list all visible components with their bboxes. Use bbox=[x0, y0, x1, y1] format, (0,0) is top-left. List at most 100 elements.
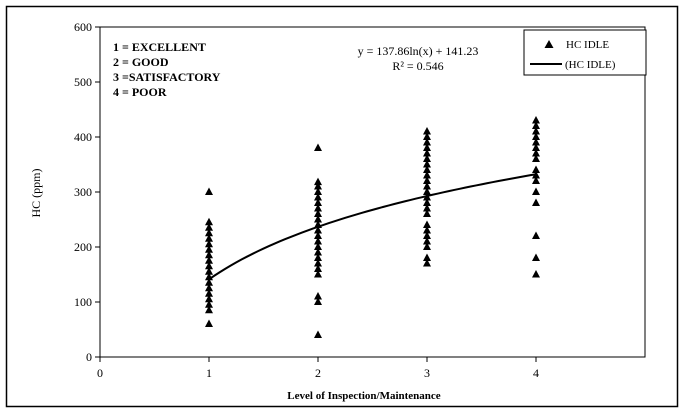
y-tick-label: 200 bbox=[74, 240, 92, 254]
data-point bbox=[532, 198, 540, 206]
data-point bbox=[532, 121, 540, 129]
data-point bbox=[205, 300, 213, 308]
data-point bbox=[423, 138, 431, 146]
data-point bbox=[314, 330, 322, 338]
y-tick-label: 100 bbox=[74, 295, 92, 309]
data-point bbox=[423, 237, 431, 245]
data-point bbox=[532, 187, 540, 195]
x-tick-label: 0 bbox=[97, 366, 103, 380]
data-point bbox=[314, 226, 322, 234]
data-point bbox=[532, 176, 540, 184]
data-point bbox=[205, 278, 213, 286]
data-point bbox=[532, 253, 540, 261]
data-point bbox=[423, 143, 431, 151]
data-point bbox=[423, 182, 431, 190]
data-point bbox=[532, 143, 540, 151]
data-point bbox=[423, 204, 431, 212]
data-point bbox=[314, 270, 322, 278]
data-point bbox=[423, 231, 431, 239]
data-point bbox=[423, 149, 431, 157]
legend-label-trendline: (HC IDLE) bbox=[565, 59, 616, 71]
legend: HC IDLE (HC IDLE) bbox=[523, 29, 647, 76]
trendline-group bbox=[208, 173, 537, 281]
y-tick-label: 0 bbox=[86, 350, 92, 364]
data-point bbox=[314, 253, 322, 261]
data-point bbox=[314, 231, 322, 239]
data-point bbox=[314, 292, 322, 300]
data-point bbox=[314, 215, 322, 223]
data-point bbox=[205, 267, 213, 275]
data-point bbox=[314, 204, 322, 212]
data-point bbox=[314, 237, 322, 245]
data-point bbox=[423, 193, 431, 201]
x-axis-title: Level of Inspection/Maintenance bbox=[287, 390, 440, 402]
data-point bbox=[423, 226, 431, 234]
data-point bbox=[532, 270, 540, 278]
data-point bbox=[314, 209, 322, 217]
data-point bbox=[423, 198, 431, 206]
y-tick-label: 600 bbox=[74, 20, 92, 34]
data-point bbox=[205, 305, 213, 314]
y-tick-label: 500 bbox=[74, 75, 92, 89]
data-point bbox=[423, 132, 431, 140]
data-point bbox=[205, 217, 213, 226]
x-axis-ticks: 0 1 2 3 4 bbox=[97, 357, 539, 380]
data-point bbox=[205, 256, 213, 264]
data-point bbox=[423, 187, 431, 195]
data-point bbox=[423, 165, 431, 173]
x-tick-label: 3 bbox=[424, 366, 430, 380]
legend-triangle-marker bbox=[544, 40, 554, 48]
data-point bbox=[532, 116, 540, 124]
data-point bbox=[314, 193, 322, 201]
y-axis-ticks: 0 100 200 300 400 500 600 bbox=[74, 20, 100, 364]
data-point bbox=[205, 239, 213, 248]
data-point bbox=[423, 209, 431, 217]
trendline bbox=[208, 173, 537, 281]
data-point bbox=[314, 297, 322, 305]
data-point bbox=[423, 253, 431, 261]
data-point bbox=[314, 187, 322, 195]
data-point bbox=[532, 154, 540, 162]
r-squared: R² = 0.546 bbox=[392, 59, 443, 73]
data-point bbox=[423, 176, 431, 184]
data-point bbox=[423, 220, 431, 228]
data-point bbox=[423, 171, 431, 179]
data-point bbox=[423, 127, 431, 135]
annotation-poor: 4 = POOR bbox=[113, 85, 167, 99]
data-point bbox=[532, 231, 540, 239]
chart-border bbox=[5, 5, 679, 408]
data-point bbox=[532, 165, 540, 173]
data-point bbox=[205, 289, 213, 297]
legend-label-points: HC IDLE bbox=[566, 39, 609, 51]
data-point bbox=[205, 187, 213, 195]
annotation-satisfactory: 3 =SATISFACTORY bbox=[113, 70, 221, 84]
data-point bbox=[314, 143, 322, 151]
data-point bbox=[423, 242, 431, 250]
data-point bbox=[314, 242, 322, 250]
data-point bbox=[532, 149, 540, 157]
annotation-good: 2 = GOOD bbox=[113, 55, 169, 69]
data-point bbox=[205, 294, 213, 303]
data-point bbox=[205, 223, 213, 231]
y-tick-label: 400 bbox=[74, 130, 92, 144]
y-axis-title: HC (ppm) bbox=[29, 169, 43, 218]
data-point bbox=[314, 220, 322, 228]
data-point bbox=[532, 127, 540, 135]
data-point bbox=[205, 245, 213, 253]
data-point bbox=[205, 228, 213, 237]
legend-box bbox=[523, 29, 647, 76]
data-point bbox=[314, 198, 322, 206]
data-point bbox=[205, 250, 213, 259]
x-tick-label: 4 bbox=[533, 366, 539, 380]
data-point bbox=[314, 264, 322, 272]
data-point bbox=[205, 261, 213, 270]
x-tick-label: 2 bbox=[315, 366, 321, 380]
data-point bbox=[532, 171, 540, 179]
plot-area bbox=[99, 26, 646, 358]
data-point bbox=[532, 132, 540, 140]
data-point bbox=[205, 272, 213, 281]
trend-equation: y = 137.86ln(x) + 141.23 bbox=[358, 44, 479, 58]
data-point bbox=[314, 177, 322, 186]
